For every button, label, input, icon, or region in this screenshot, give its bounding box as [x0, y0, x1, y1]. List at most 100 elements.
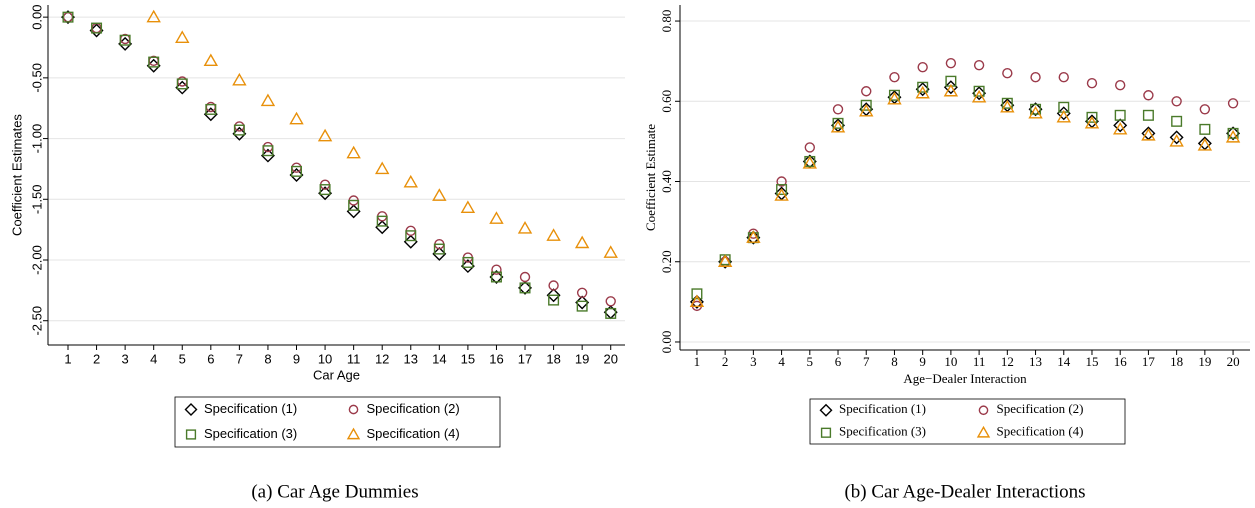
x-tick-label: 20 — [603, 351, 617, 366]
marker — [832, 104, 844, 115]
marker — [175, 80, 190, 95]
y-tick-label: -1.00 — [29, 124, 44, 154]
x-tick-label: 20 — [1227, 354, 1240, 369]
marker — [973, 85, 985, 97]
marker — [291, 165, 303, 177]
x-tick-label: 4 — [778, 354, 785, 369]
y-tick-label: 0.40 — [659, 170, 674, 193]
marker — [491, 264, 502, 275]
marker — [776, 184, 788, 196]
y-tick-label: 0.80 — [659, 10, 674, 33]
marker — [203, 107, 218, 122]
marker — [518, 280, 533, 295]
marker — [346, 204, 361, 219]
marker — [260, 148, 275, 163]
marker — [260, 93, 276, 107]
marker — [1114, 109, 1126, 121]
marker — [376, 215, 388, 227]
marker — [1056, 106, 1071, 121]
y-tick-label: -2.00 — [29, 245, 44, 275]
marker — [1197, 137, 1213, 151]
marker — [820, 427, 832, 438]
marker — [289, 168, 304, 182]
marker — [972, 86, 987, 101]
marker — [348, 199, 360, 211]
legend-label: Specification (1) — [204, 401, 297, 416]
marker — [804, 142, 816, 153]
marker — [887, 91, 902, 105]
x-tick-label: 15 — [1085, 354, 1098, 369]
marker — [1001, 97, 1013, 109]
marker — [1030, 72, 1041, 83]
marker — [403, 234, 418, 249]
marker — [462, 256, 474, 268]
marker — [291, 162, 302, 173]
marker — [432, 246, 447, 261]
marker — [689, 294, 705, 308]
y-tick-label: -0.50 — [29, 63, 44, 93]
x-tick-label: 1 — [64, 351, 71, 366]
x-tick-label: 19 — [1198, 354, 1211, 369]
marker — [234, 121, 245, 132]
marker — [1113, 118, 1128, 133]
marker — [546, 228, 561, 241]
x-tick-label: 11 — [347, 351, 361, 366]
marker — [774, 188, 789, 201]
marker — [232, 72, 247, 86]
legend-label: Specification (4) — [367, 426, 460, 441]
marker — [605, 296, 616, 307]
panel-b: 0.000.200.400.600.801 2 3 4 5 6 7 8 9 10 11 12 13 14 1… — [643, 5, 1250, 502]
x-tick-label: 14 — [1057, 354, 1071, 369]
x-tick-label: 13 — [404, 351, 418, 366]
marker — [832, 117, 844, 129]
marker — [1086, 111, 1098, 123]
y-tick-label: 0.00 — [659, 331, 674, 354]
marker — [1114, 80, 1126, 91]
marker — [917, 81, 929, 93]
marker — [1056, 109, 1071, 123]
x-tick-label: 7 — [236, 351, 243, 366]
marker — [1227, 98, 1239, 109]
y-tick-label: 0.00 — [29, 4, 44, 29]
x-tick-label: 7 — [863, 354, 870, 369]
x-tick-label: 5 — [807, 354, 814, 369]
marker — [746, 230, 761, 243]
marker — [1226, 126, 1241, 141]
marker — [943, 83, 959, 97]
marker — [717, 254, 733, 267]
marker — [233, 124, 245, 136]
marker — [971, 89, 987, 103]
legend-label: Specification (3) — [839, 424, 926, 439]
x-tick-label: 2 — [93, 351, 100, 366]
marker — [1086, 78, 1098, 89]
x-tick-label: 18 — [546, 351, 560, 366]
marker — [489, 211, 504, 224]
marker — [859, 103, 874, 117]
marker — [691, 288, 703, 300]
marker — [346, 427, 361, 440]
marker — [262, 145, 274, 157]
marker — [432, 188, 447, 201]
x-tick-label: 10 — [318, 351, 332, 366]
caption: (b) Car Age-Dealer Interactions — [844, 481, 1085, 502]
x-tick-label: 14 — [432, 351, 446, 366]
marker — [548, 294, 560, 306]
x-tick-label: 3 — [122, 351, 129, 366]
marker — [978, 405, 989, 416]
marker — [375, 220, 390, 235]
x-tick-label: 11 — [973, 354, 986, 369]
marker — [176, 78, 188, 90]
marker — [1227, 127, 1239, 139]
marker — [1002, 67, 1013, 79]
marker — [146, 9, 161, 23]
marker — [915, 85, 930, 99]
x-tick-label: 16 — [489, 351, 503, 366]
legend — [174, 396, 501, 448]
marker — [148, 56, 160, 68]
marker — [945, 57, 957, 69]
marker — [915, 82, 930, 97]
x-tick-label: 18 — [1170, 354, 1183, 369]
marker — [548, 280, 559, 291]
x-tick-label: 12 — [1001, 354, 1014, 369]
